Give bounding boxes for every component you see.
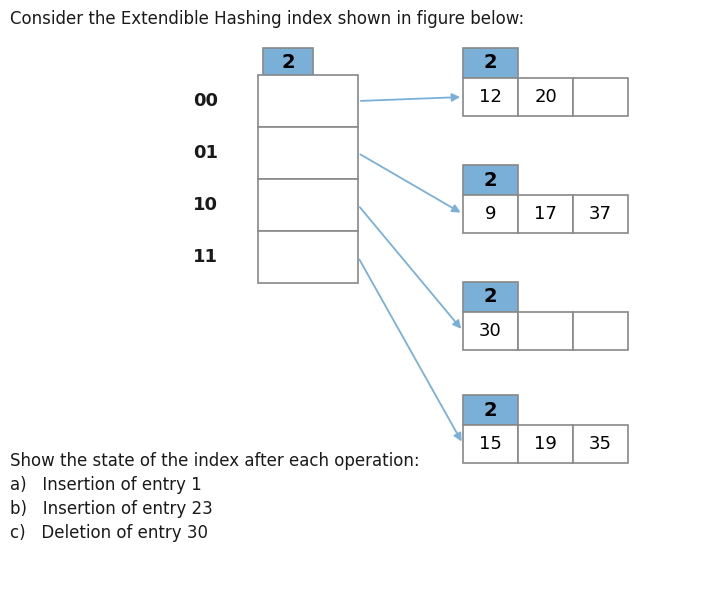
Text: 9: 9: [485, 205, 496, 223]
Text: 00: 00: [193, 92, 218, 110]
Text: 17: 17: [534, 205, 557, 223]
Text: Consider the Extendible Hashing index shown in figure below:: Consider the Extendible Hashing index sh…: [10, 10, 524, 28]
Bar: [518, 425, 573, 463]
Bar: [258, 75, 358, 127]
Bar: [463, 165, 518, 195]
Bar: [463, 282, 518, 312]
Bar: [463, 395, 518, 425]
Text: 01: 01: [193, 144, 218, 162]
Text: 2: 2: [484, 170, 497, 190]
Text: 10: 10: [193, 196, 218, 214]
Bar: [463, 78, 518, 116]
Bar: [258, 179, 358, 231]
Text: 35: 35: [589, 435, 612, 453]
Bar: [263, 48, 313, 76]
Text: b)   Insertion of entry 23: b) Insertion of entry 23: [10, 500, 213, 518]
Bar: [518, 312, 573, 350]
Bar: [258, 127, 358, 179]
Text: 2: 2: [484, 401, 497, 420]
Text: 15: 15: [479, 435, 502, 453]
Bar: [258, 231, 358, 283]
Bar: [463, 48, 518, 78]
Bar: [463, 425, 518, 463]
Bar: [573, 195, 628, 233]
Text: 2: 2: [484, 53, 497, 72]
Text: Show the state of the index after each operation:: Show the state of the index after each o…: [10, 452, 420, 470]
Bar: [518, 195, 573, 233]
Bar: [463, 312, 518, 350]
Text: 19: 19: [534, 435, 557, 453]
Text: 2: 2: [484, 288, 497, 307]
Text: 37: 37: [589, 205, 612, 223]
Bar: [573, 312, 628, 350]
Bar: [573, 78, 628, 116]
Text: 30: 30: [479, 322, 502, 340]
Text: 11: 11: [193, 248, 218, 266]
Text: c)   Deletion of entry 30: c) Deletion of entry 30: [10, 524, 208, 542]
Text: 2: 2: [282, 53, 295, 72]
Text: a)   Insertion of entry 1: a) Insertion of entry 1: [10, 476, 201, 494]
Bar: [518, 78, 573, 116]
Text: 12: 12: [479, 88, 502, 106]
Bar: [463, 195, 518, 233]
Text: 20: 20: [534, 88, 557, 106]
Bar: [573, 425, 628, 463]
